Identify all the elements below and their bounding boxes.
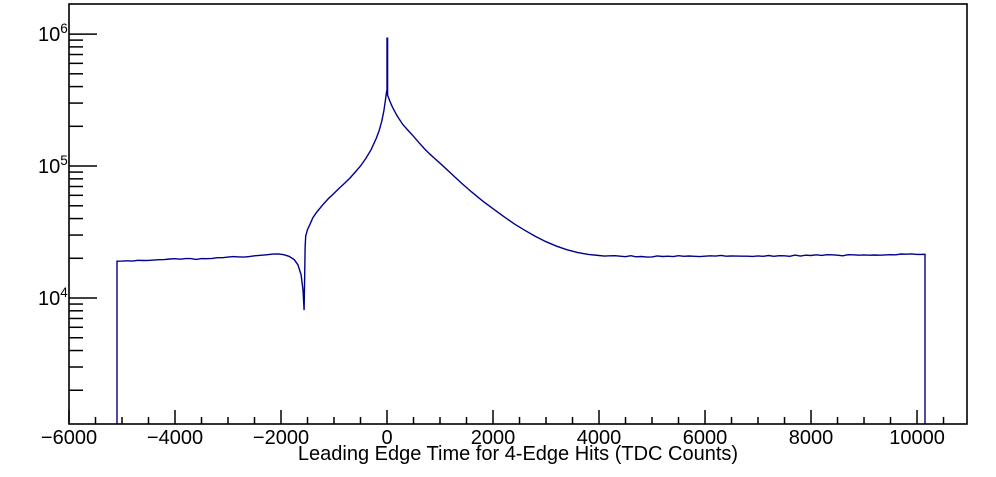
x-tick-label: 6000 — [683, 427, 728, 449]
y-tick-label: 106 — [38, 21, 68, 46]
x-tick-label: 0 — [381, 427, 392, 449]
plot-frame — [68, 3, 968, 425]
x-tick-label: 4000 — [577, 427, 622, 449]
x-axis-title: Leading Edge Time for 4-Edge Hits (TDC C… — [298, 443, 738, 465]
x-tick-label: −2000 — [253, 427, 309, 449]
series-group — [116, 37, 926, 424]
x-tick-label: 10000 — [889, 427, 945, 449]
y-axis: 104 105 106 — [38, 21, 97, 392]
y-tick-label: 105 — [38, 153, 68, 178]
x-tick-label: 8000 — [789, 427, 834, 449]
x-axis: −6000 −4000 −2000 0 2000 4000 6000 8000 10000 — [41, 410, 945, 449]
x-tick-label: −6000 — [41, 427, 97, 449]
x-tick-label: 2000 — [471, 427, 516, 449]
x-tick-label: −4000 — [147, 427, 203, 449]
histogram-line — [116, 37, 926, 424]
y-tick-label: 104 — [38, 285, 68, 310]
